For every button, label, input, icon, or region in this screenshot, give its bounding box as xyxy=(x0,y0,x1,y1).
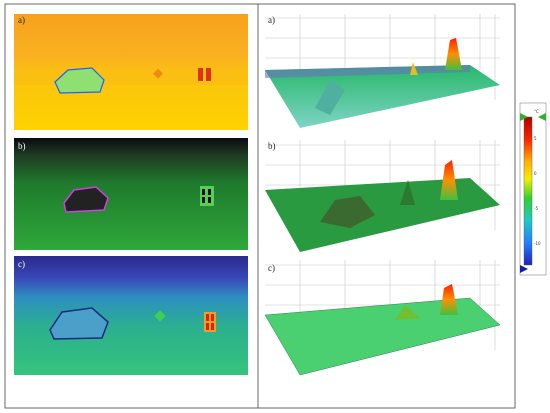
thermal-image-a: a) xyxy=(14,14,248,130)
thermal-image-b: b) xyxy=(14,138,248,250)
panel-label: a) xyxy=(268,15,275,25)
frame xyxy=(4,3,516,409)
colorbar-tick: 0 xyxy=(534,171,537,176)
surface-plot-b: b) xyxy=(265,140,500,252)
colorbar-tick: -10 xyxy=(534,241,541,246)
colorbar-tick: -5 xyxy=(534,206,538,211)
colorbar-tick: 5 xyxy=(534,136,537,141)
panel-label: b) xyxy=(18,141,26,151)
thermal-image-c: c) xyxy=(14,256,248,375)
panel-label: c) xyxy=(18,259,25,269)
surface-plot-a: a) xyxy=(265,14,500,128)
panel-label: a) xyxy=(18,15,25,25)
panel-label: c) xyxy=(268,263,275,273)
colorbar: °C 5 0 -5 -10 xyxy=(519,102,547,276)
panel-label: b) xyxy=(268,141,276,151)
surface-plot-c: c) xyxy=(264,260,501,376)
colorbar-unit: °C xyxy=(534,109,539,114)
